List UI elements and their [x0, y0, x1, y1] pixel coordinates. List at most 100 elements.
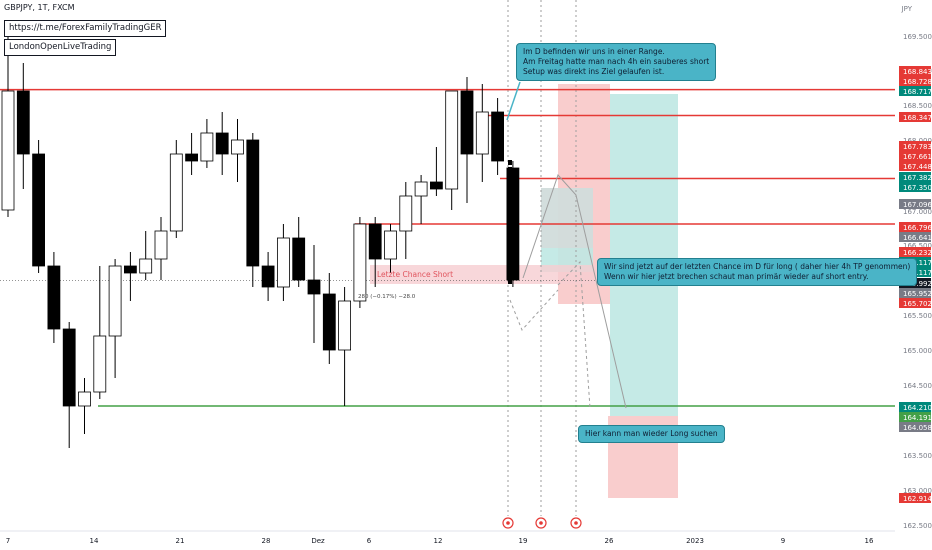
price-tag: 167.382	[903, 174, 932, 182]
intraday-bar	[508, 188, 512, 193]
time-axis-label: 2023	[686, 537, 704, 545]
price-tag: 165.952	[903, 290, 932, 298]
price-tag-bg	[899, 288, 931, 298]
intraday-bar	[508, 209, 512, 214]
price-tag-bg	[899, 76, 931, 86]
price-tag: 164.058	[903, 424, 932, 432]
callout-line: Im D befinden wir uns in einer Range.	[523, 47, 665, 56]
candle-down	[322, 293, 336, 351]
time-axis-label: 9	[781, 537, 785, 545]
intraday-bar	[508, 237, 512, 242]
price-tag: 167.661	[903, 153, 932, 161]
price-tag: 167.783	[903, 143, 932, 151]
candle-up	[276, 237, 290, 288]
candle-down	[124, 265, 137, 274]
price-tag-bg	[899, 182, 931, 192]
intraday-bar	[508, 174, 512, 179]
price-axis-label: 168.500	[903, 102, 932, 110]
event-icon-1[interactable]	[502, 517, 514, 529]
projection-dashed	[557, 260, 591, 409]
symbol-title: GBPJPY, 1T, FXCM	[4, 3, 75, 12]
time-axis-label: 7	[6, 537, 10, 545]
price-tag-bg	[899, 402, 931, 412]
telegram-link-box[interactable]: https://t.me/ForexFamilyTradingGER	[4, 20, 167, 37]
time-axis-label: 14	[90, 537, 99, 545]
candle-up	[414, 181, 428, 197]
callout-line: Hier kann man wieder Long suchen	[585, 429, 718, 438]
price-axis-label: 166.500	[903, 242, 932, 250]
price-tag-bg	[899, 222, 931, 232]
time-axis-label: 26	[605, 537, 614, 545]
price-axis-label: 163.000	[903, 487, 932, 495]
candle-down	[246, 139, 260, 267]
candle-down	[185, 153, 199, 162]
candle-down	[215, 132, 229, 155]
projection-paths	[506, 81, 627, 409]
callout-long-note[interactable]: Hier kann man wieder Long suchen	[578, 425, 725, 443]
intraday-bar	[508, 167, 512, 172]
candle-up	[445, 90, 459, 190]
time-axis-label: 6	[367, 537, 372, 545]
intraday-bar	[508, 279, 512, 284]
price-tag: 162.914	[903, 495, 932, 503]
last-chance-short-label: Letzte Chance Short	[377, 270, 454, 279]
candle-down	[368, 223, 382, 260]
price-tag-bg	[899, 493, 931, 503]
price-axis-label: 163.500	[903, 452, 932, 460]
price-axis-label: 169.500	[903, 33, 932, 41]
intraday-bar	[508, 230, 512, 235]
event-icon-2[interactable]	[535, 517, 547, 529]
projection-dashed	[509, 289, 559, 331]
price-tag: 167.448	[903, 163, 932, 171]
price-tag-bg	[899, 422, 931, 432]
price-tag-bg	[899, 86, 931, 96]
entry-box	[541, 188, 593, 248]
price-tag-bg	[899, 66, 931, 76]
callout-line: Am Freitag hatte man nach 4h ein saubere…	[523, 57, 710, 66]
intraday-bar	[508, 265, 512, 270]
price-tag-bg	[899, 199, 931, 209]
candle-up	[200, 132, 214, 162]
intraday-bar	[508, 181, 512, 186]
intraday-bar	[508, 160, 512, 165]
price-tag: 165.702	[903, 300, 932, 308]
callout-line: Setup was direkt ins Ziel gelaufen ist.	[523, 67, 665, 76]
time-axis-label: 21	[176, 537, 185, 545]
candle-down	[47, 265, 61, 330]
candle-up	[78, 391, 91, 407]
position-zones	[370, 84, 678, 498]
price-tag: 167.350	[903, 184, 932, 192]
price-tag-bg	[899, 151, 931, 161]
event-icon-dot	[506, 521, 510, 525]
price-tag-bg	[899, 232, 931, 242]
candle-down	[429, 181, 443, 190]
price-tag: 168.717	[903, 88, 932, 96]
channel-name-box[interactable]: LondonOpenLiveTrading	[4, 39, 117, 56]
candle-down	[261, 265, 275, 288]
callout-last-chance-note[interactable]: Wir sind jetzt auf der letzten Chance im…	[597, 258, 918, 286]
price-axis-label: 162.500	[903, 522, 932, 530]
price-axis-label: 164.500	[903, 382, 932, 390]
intraday-bar	[508, 258, 512, 263]
price-tag: 164.191	[903, 414, 932, 422]
event-markers[interactable]	[502, 517, 582, 529]
callout-line: Wir sind jetzt auf der letzten Chance im…	[604, 262, 911, 271]
price-tag-bg	[899, 298, 931, 308]
event-icon-3[interactable]	[570, 517, 582, 529]
price-tag-bg	[899, 172, 931, 182]
candle-up	[353, 223, 367, 302]
price-axis-label: 165.500	[903, 312, 932, 320]
time-axis-label: 19	[519, 537, 528, 545]
candle-up	[399, 195, 413, 232]
price-tag: 164.210	[903, 404, 932, 412]
price-tag-bg	[899, 412, 931, 422]
candle-down	[62, 328, 76, 407]
candle-up	[231, 139, 244, 155]
short-target-zone	[610, 94, 678, 416]
candle-up	[93, 335, 107, 393]
callout-range-note[interactable]: Im D befinden wir uns in einer Range. Am…	[516, 43, 717, 81]
time-axis-label: 12	[434, 537, 443, 545]
candle-up	[475, 111, 489, 155]
intraday-bar	[508, 223, 512, 228]
